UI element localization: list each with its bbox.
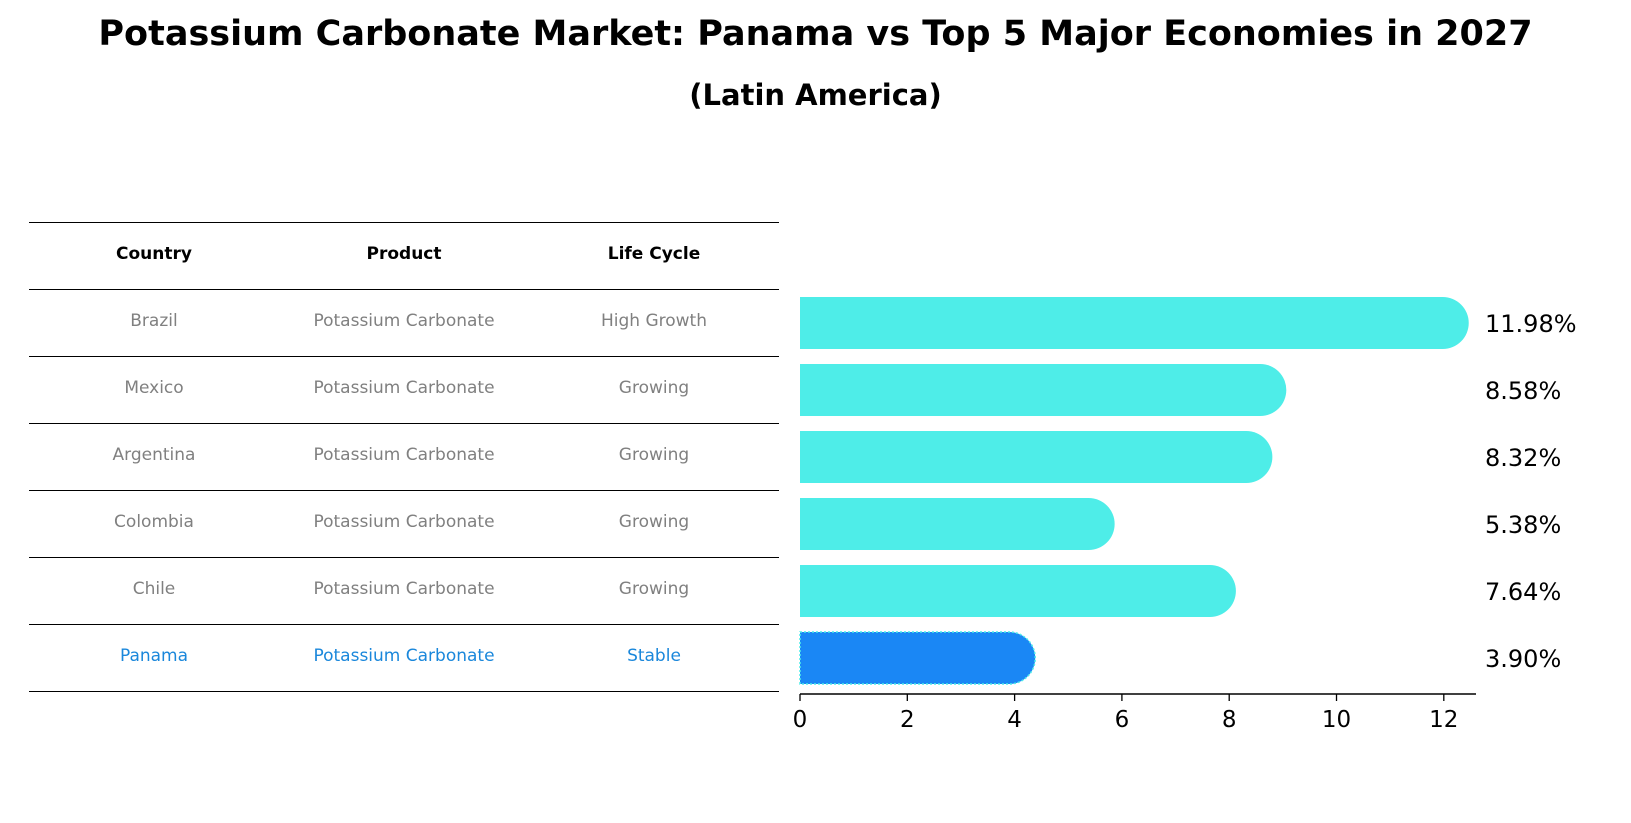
bar-chile <box>800 565 1236 617</box>
bar-brazil <box>800 297 1469 349</box>
table-cell-life-cycle: Growing <box>618 445 690 465</box>
table-cell-country: Chile <box>132 579 176 599</box>
table-cell-life-cycle: Stable <box>627 646 681 666</box>
table-divider <box>29 490 779 491</box>
table-divider <box>29 423 779 424</box>
bar-panama <box>799 631 1036 685</box>
bar-mexico <box>800 364 1287 416</box>
x-tick-label: 2 <box>900 707 915 733</box>
table-cell-life-cycle: Growing <box>618 378 690 398</box>
value-label: 3.90% <box>1485 645 1561 673</box>
table-divider <box>29 557 779 558</box>
table-cell-product: Potassium Carbonate <box>313 579 495 599</box>
value-label: 8.58% <box>1485 377 1561 405</box>
table-cell-product: Potassium Carbonate <box>313 378 495 398</box>
value-label: 8.32% <box>1485 444 1561 472</box>
table-cell-country: Colombia <box>114 512 194 532</box>
table-cell-country: Brazil <box>130 311 178 331</box>
x-tick-label: 0 <box>793 707 808 733</box>
value-label: 11.98% <box>1485 310 1577 338</box>
table-cell-life-cycle: Growing <box>618 512 690 532</box>
x-tick-label: 10 <box>1322 707 1351 733</box>
chart-title: Potassium Carbonate Market: Panama vs To… <box>98 14 1533 54</box>
table-cell-product: Potassium Carbonate <box>313 646 495 666</box>
table-cell-product: Potassium Carbonate <box>313 512 495 532</box>
table-cell-product: Potassium Carbonate <box>313 445 495 465</box>
table-cell-country: Panama <box>119 646 189 666</box>
table-header: Life Cycle <box>607 244 701 264</box>
table-divider <box>29 691 779 692</box>
x-tick-label: 12 <box>1429 707 1458 733</box>
table-divider <box>29 356 779 357</box>
x-tick-label: 4 <box>1007 707 1022 733</box>
table-cell-country: Argentina <box>112 445 196 465</box>
table-cell-country: Mexico <box>124 378 184 398</box>
bar-argentina <box>800 431 1273 483</box>
chart-subtitle: (Latin America) <box>689 78 942 112</box>
table-header: Country <box>116 244 192 264</box>
table-divider <box>29 289 779 290</box>
table-header: Product <box>366 244 442 264</box>
value-label: 5.38% <box>1485 511 1561 539</box>
x-tick-label: 8 <box>1222 707 1237 733</box>
table-cell-life-cycle: Growing <box>618 579 690 599</box>
table-divider <box>29 624 779 625</box>
x-tick-label: 6 <box>1115 707 1130 733</box>
value-label: 7.64% <box>1485 578 1561 606</box>
table-cell-product: Potassium Carbonate <box>313 311 495 331</box>
table-divider <box>29 222 779 223</box>
table-cell-life-cycle: High Growth <box>600 311 707 331</box>
bar-colombia <box>800 498 1115 550</box>
